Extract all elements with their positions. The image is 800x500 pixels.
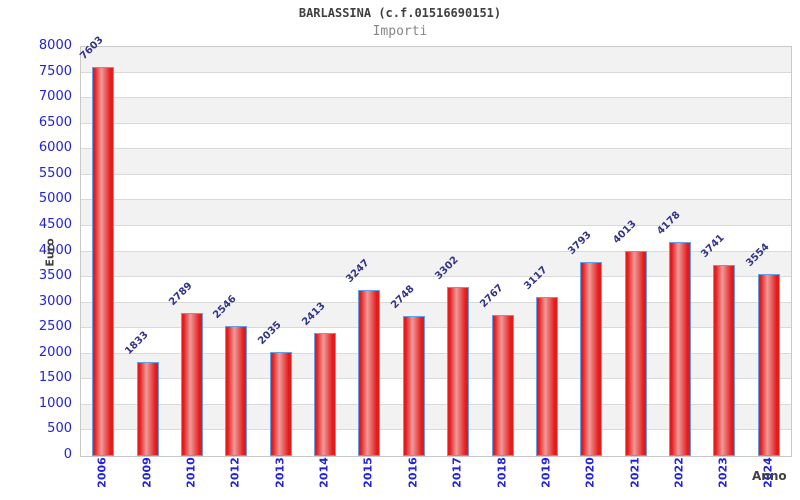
- y-tick-label: 8000: [38, 38, 72, 53]
- gridline: [81, 97, 791, 99]
- y-tick-label: 5500: [38, 165, 72, 181]
- bar-2013: [269, 351, 292, 456]
- bar-2024: [757, 274, 780, 456]
- y-tick-label: 1000: [38, 395, 72, 411]
- grid-band: [81, 47, 791, 73]
- x-tick-label-2017: 2017: [450, 457, 464, 488]
- y-tick-label: 500: [47, 421, 72, 437]
- grid-band: [81, 200, 791, 226]
- bar-2018: [491, 314, 514, 456]
- bar-2012: [225, 325, 248, 456]
- y-tick-label: 4500: [38, 216, 72, 232]
- grid-band: [81, 72, 791, 99]
- y-tick-label: 6500: [38, 114, 72, 130]
- x-tick-label-2012: 2012: [228, 457, 242, 488]
- y-tick-label: 5000: [38, 191, 72, 207]
- y-tick-label: 7000: [38, 89, 72, 105]
- y-tick-label: 3000: [38, 293, 72, 309]
- chart-title: BARLASSINA (c.f.01516690151): [298, 6, 502, 20]
- gridline: [81, 429, 791, 431]
- bar-2009: [136, 362, 159, 456]
- bar-2006: [92, 67, 115, 456]
- grid-band: [81, 149, 791, 175]
- grid-band: [81, 98, 791, 124]
- chart-subtitle: Importi: [372, 24, 428, 39]
- y-tick-label: 1500: [38, 370, 72, 386]
- x-tick-label-2022: 2022: [672, 457, 686, 488]
- bar-2023: [713, 264, 736, 456]
- bar-2021: [624, 250, 647, 456]
- y-tick-label: 6000: [38, 140, 72, 156]
- bar-2017: [447, 287, 470, 456]
- gridline: [81, 122, 791, 124]
- x-tick-label-2020: 2020: [583, 457, 597, 488]
- gridline: [81, 250, 791, 252]
- bar-2020: [580, 262, 603, 456]
- gridline: [81, 173, 791, 175]
- gridline: [81, 378, 791, 380]
- x-tick-label-2009: 2009: [140, 457, 154, 488]
- bar-2015: [358, 290, 381, 456]
- bar-2010: [180, 313, 203, 456]
- x-tick-label-2023: 2023: [716, 457, 730, 488]
- grid-band: [81, 174, 791, 201]
- gridline: [81, 148, 791, 150]
- gridline: [81, 352, 791, 354]
- bar-2019: [535, 296, 558, 456]
- plot-area: 7603 1833 2789 2546 2035 2413 3247 2748 3302 2767…: [78, 35, 792, 457]
- bar-2016: [402, 315, 425, 456]
- grid-band: [81, 123, 791, 150]
- bar-2014: [314, 332, 337, 456]
- bar-2022: [669, 242, 692, 456]
- gridline: [81, 301, 791, 303]
- x-tick-label-2016: 2016: [406, 457, 420, 488]
- y-tick-label: 3500: [38, 268, 72, 284]
- x-tick-label-2019: 2019: [539, 457, 553, 488]
- gridline: [81, 71, 791, 73]
- gridline: [81, 327, 791, 329]
- x-tick-label-2006: 2006: [95, 457, 109, 488]
- y-tick-label: 2500: [38, 319, 72, 335]
- y-tick-label: 4000: [38, 242, 72, 258]
- gridline: [81, 276, 791, 278]
- x-tick-label-2021: 2021: [628, 457, 642, 488]
- x-tick-label-2015: 2015: [361, 457, 375, 488]
- x-tick-label-2018: 2018: [495, 457, 509, 488]
- gridline: [81, 224, 791, 226]
- y-tick-label: 2000: [38, 344, 72, 360]
- y-tick-label: 7500: [38, 63, 72, 79]
- y-axis-title: Euro: [43, 238, 57, 267]
- x-axis-title: Anno: [752, 469, 787, 483]
- x-tick-label-2010: 2010: [184, 457, 198, 488]
- y-tick-label: 0: [63, 447, 72, 462]
- gridline: [81, 199, 791, 201]
- x-tick-label-2013: 2013: [273, 457, 287, 488]
- x-tick-label-2014: 2014: [317, 457, 331, 488]
- gridline: [81, 403, 791, 405]
